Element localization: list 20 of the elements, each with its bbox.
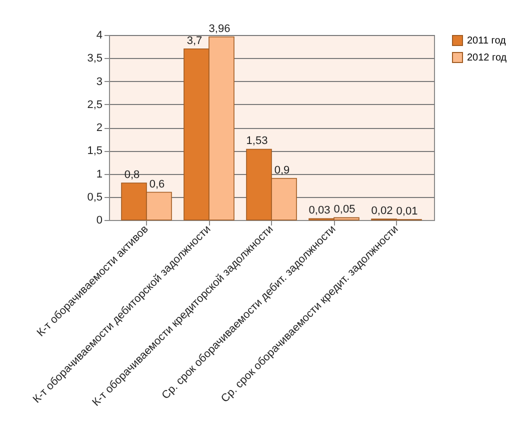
data-label: 3,7: [186, 34, 202, 47]
data-label: 0,02: [371, 205, 393, 218]
data-label: 3,96: [208, 22, 230, 35]
y-tick-label: 4: [96, 30, 102, 42]
data-label: 0,9: [274, 164, 290, 176]
data-label: 0,05: [334, 204, 356, 216]
y-tick-label: 2,5: [87, 98, 102, 111]
y-tick-label: 3,5: [87, 52, 102, 65]
legend-label: 2012 год: [467, 52, 507, 64]
y-tick-label: 1,5: [87, 145, 102, 158]
legend-label: 2011 год: [467, 36, 506, 46]
y-tick-label: 1: [96, 168, 102, 180]
data-label: 0,01: [396, 206, 418, 218]
data-label: 0,03: [308, 204, 330, 217]
y-tick-label: 0: [96, 214, 102, 226]
y-tick-label: 3: [96, 76, 102, 88]
data-label: 0,6: [149, 178, 165, 190]
data-label: 1,53: [246, 135, 268, 148]
y-tick-label: 0,5: [87, 191, 102, 204]
y-tick-label: 2: [96, 122, 102, 134]
